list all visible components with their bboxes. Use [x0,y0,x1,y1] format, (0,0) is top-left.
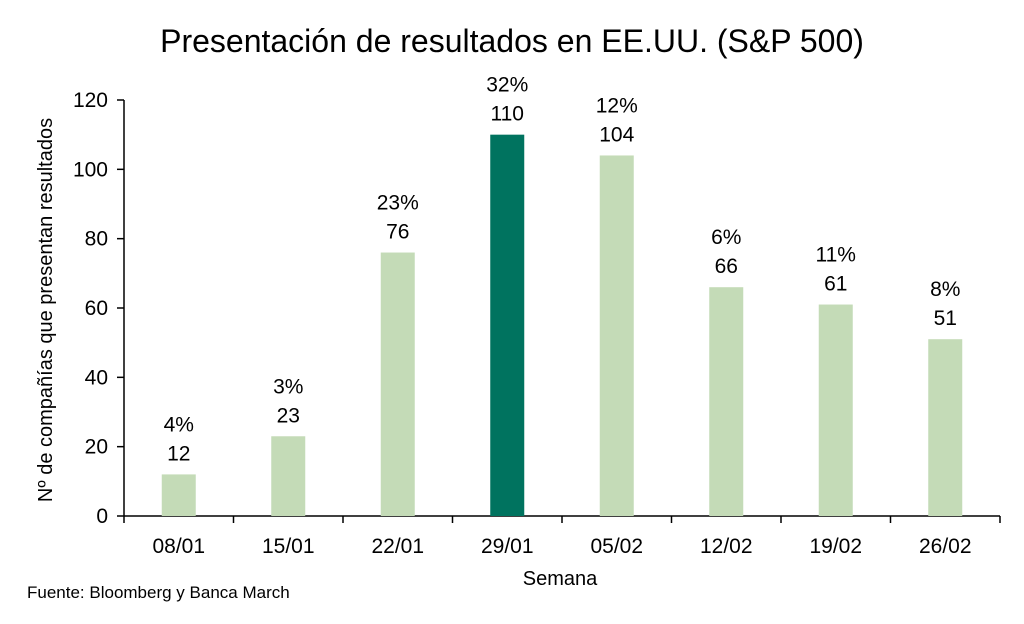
value-label: 23 [277,404,300,427]
percent-label: 23% [377,192,419,215]
bar [599,155,634,516]
source-note: Fuente: Bloomberg y Banca March [27,583,290,602]
bar [271,436,306,516]
value-label: 61 [824,273,847,296]
percent-label: 12% [596,94,638,117]
y-axis: 0 20 40 60 80 100 120 [73,89,125,528]
percent-label: 4% [164,413,194,436]
bars [161,134,963,517]
value-label: 66 [715,255,738,278]
x-tick-label: 15/01 [262,535,315,558]
x-tick-label: 08/01 [152,535,205,558]
bar [490,134,525,516]
percent-label: 3% [273,375,303,398]
bar [380,252,415,517]
y-axis-label: Nº de compañías que presentan resultados [35,118,57,502]
y-tick-label: 60 [85,297,108,320]
percent-label: 6% [711,226,741,249]
value-label: 76 [386,221,409,244]
y-tick-label: 80 [85,228,108,251]
x-tick-label: 19/02 [809,535,862,558]
value-label: 104 [599,123,634,146]
y-tick-label: 20 [85,436,108,459]
percent-label: 32% [486,74,528,97]
x-tick-label: 29/01 [481,535,534,558]
percent-label: 11% [816,244,856,267]
value-label: 110 [491,103,524,126]
bar [161,474,196,516]
y-tick-label: 40 [85,366,108,389]
x-tick-label: 22/01 [371,535,424,558]
y-tick-label: 0 [96,505,108,528]
x-tick-label: 26/02 [919,535,972,558]
bar [818,304,853,516]
y-tick-label: 100 [73,158,108,181]
x-axis-label: Semana [523,568,598,590]
data-labels: 4% 12 3% 23 23% 76 32% 110 12% 104 6% 66 11% 61 8% 51 [164,74,961,466]
value-label: 12 [167,442,190,465]
x-tick-label: 05/02 [590,535,643,558]
bar [709,287,744,516]
x-axis: 08/01 15/01 22/01 29/01 05/02 12/02 19/02 26/02 [123,515,1001,558]
x-tick-label: 12/02 [700,535,753,558]
y-tick-label: 120 [73,89,108,112]
percent-label: 8% [930,278,960,301]
chart-title: Presentación de resultados en EE.UU. (S&… [160,23,864,59]
bar [928,339,963,516]
value-label: 51 [934,307,957,330]
